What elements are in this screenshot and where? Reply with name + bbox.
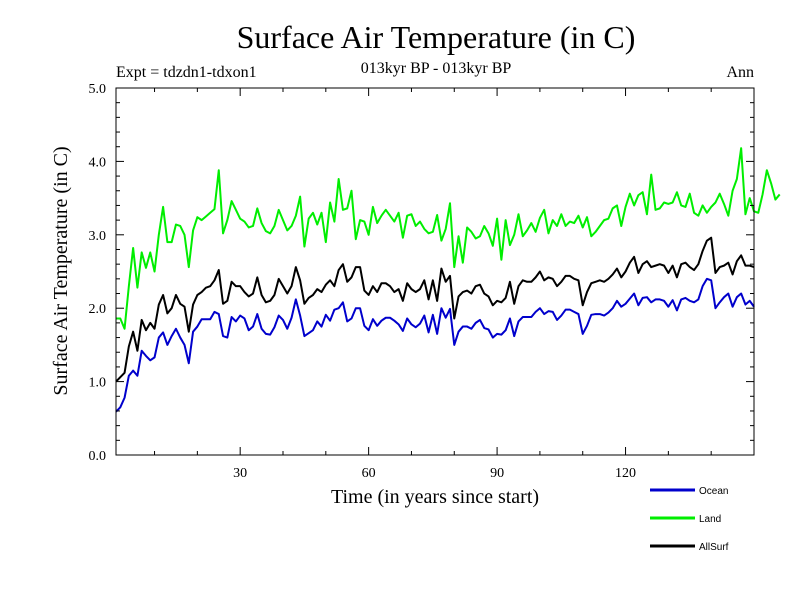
legend-label-allsurf: AllSurf (699, 542, 729, 553)
y-tick-label: 2.0 (89, 302, 107, 317)
experiment-label: Expt = tdzdn1-tdxon1 (116, 64, 257, 81)
chart-subtitle: 013kyr BP - 013kyr BP (361, 60, 512, 77)
x-tick-label: 90 (490, 466, 504, 481)
y-tick-label: 1.0 (89, 376, 107, 391)
y-tick-label: 0.0 (89, 449, 107, 464)
plot-frame (115, 87, 755, 456)
x-tick-label: 120 (615, 466, 636, 481)
axes-layer: 0.0 1.0 2.0 3.0 4.0 5.0 30 60 90 120 (89, 82, 754, 481)
y-axis-label: Surface Air Temperature (in C) (50, 146, 72, 395)
y-tick-label: 3.0 (89, 229, 107, 244)
y-tick-label: 4.0 (89, 155, 107, 170)
x-axis-label: Time (in years since start) (331, 486, 539, 508)
series-layer (115, 147, 781, 413)
x-tick-label: 30 (233, 466, 247, 481)
legend: Ocean Land AllSurf (650, 486, 729, 553)
x-tick-label: 60 (362, 466, 376, 481)
y-tick-label: 5.0 (89, 82, 107, 97)
legend-label-land: Land (699, 514, 721, 525)
chart-title: Surface Air Temperature (in C) (237, 19, 636, 55)
period-label: Ann (726, 64, 754, 81)
legend-label-ocean: Ocean (699, 486, 728, 497)
series-line-land (116, 147, 781, 330)
series-line-ocean (115, 277, 755, 413)
series-line-allsurf (115, 236, 755, 383)
